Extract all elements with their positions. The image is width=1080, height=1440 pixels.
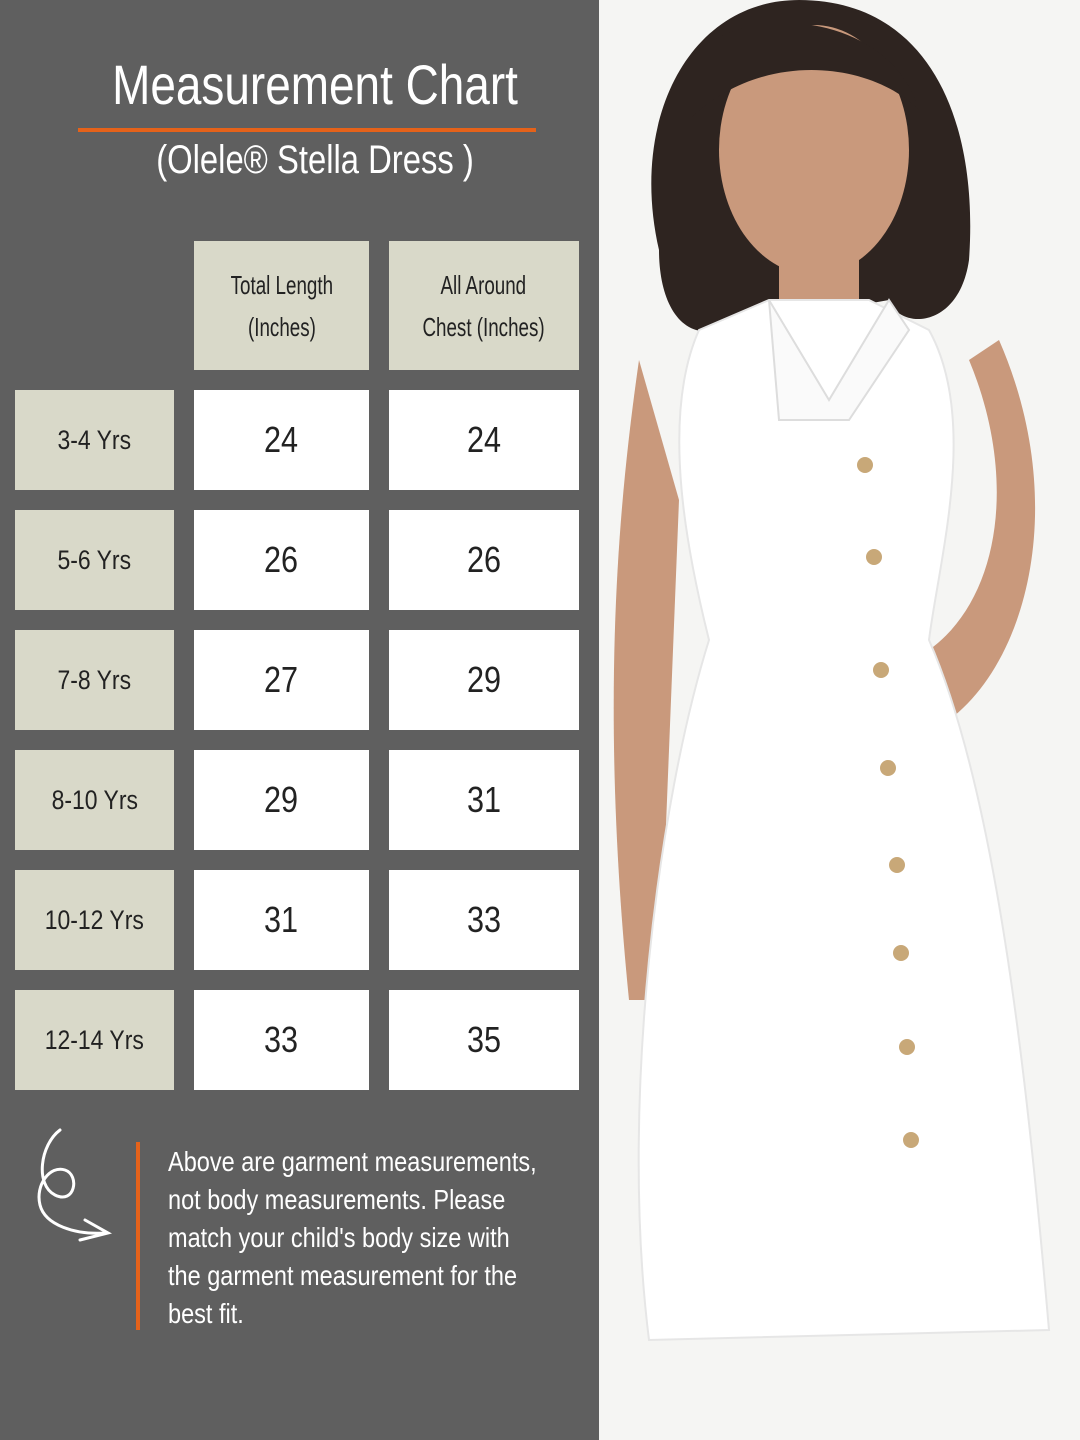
chest-value: 35 [389, 990, 579, 1090]
chest-value: 24 [389, 390, 579, 490]
total-length-value-text: 24 [264, 419, 299, 460]
total-length-value: 33 [194, 990, 369, 1090]
title-divider [78, 128, 536, 132]
page-title: Measurement Chart [112, 53, 518, 116]
total-length-value: 27 [194, 630, 369, 730]
chest-value: 26 [389, 510, 579, 610]
size-label: 5-6 Yrs [15, 510, 174, 610]
total-length-value: 31 [194, 870, 369, 970]
size-label-text: 3-4 Yrs [57, 424, 132, 455]
size-label: 10-12 Yrs [15, 870, 174, 970]
header-chest: All Around Chest (Inches) [389, 241, 579, 370]
chest-value: 29 [389, 630, 579, 730]
size-label-text: 12-14 Yrs [44, 1024, 145, 1055]
total-length-value-text: 33 [264, 1019, 299, 1060]
total-length-value-text: 29 [264, 779, 299, 820]
chest-value: 33 [389, 870, 579, 970]
chest-value: 31 [389, 750, 579, 850]
size-label-text: 5-6 Yrs [57, 544, 132, 575]
total-length-value: 24 [194, 390, 369, 490]
chest-value-text: 29 [466, 659, 502, 700]
size-label: 3-4 Yrs [15, 390, 174, 490]
total-length-value: 29 [194, 750, 369, 850]
size-label: 8-10 Yrs [15, 750, 174, 850]
header-total-length: Total Length (Inches) [194, 241, 369, 370]
product-subtitle: (Olele® Stella Dress ) [156, 138, 474, 182]
measurement-panel: Measurement Chart (Olele® Stella Dress )… [0, 0, 599, 1440]
total-length-value: 26 [194, 510, 369, 610]
size-label-text: 10-12 Yrs [44, 904, 145, 935]
total-length-value-text: 27 [264, 659, 299, 700]
curly-arrow-icon [37, 1128, 113, 1242]
size-label-text: 7-8 Yrs [57, 664, 132, 695]
total-length-value-text: 31 [264, 899, 299, 940]
chest-value-text: 31 [466, 779, 502, 820]
chest-value-text: 35 [466, 1019, 502, 1060]
size-label: 12-14 Yrs [15, 990, 174, 1090]
size-label-text: 8-10 Yrs [51, 784, 138, 815]
model-photo [599, 0, 1080, 1440]
size-label: 7-8 Yrs [15, 630, 174, 730]
note-accent-bar [136, 1142, 140, 1330]
chest-value-text: 26 [466, 539, 502, 580]
chest-value-text: 33 [466, 899, 502, 940]
total-length-value-text: 26 [264, 539, 299, 580]
measurement-note: Above are garment measurements, not body … [168, 1146, 537, 1329]
chest-value-text: 24 [466, 419, 502, 460]
